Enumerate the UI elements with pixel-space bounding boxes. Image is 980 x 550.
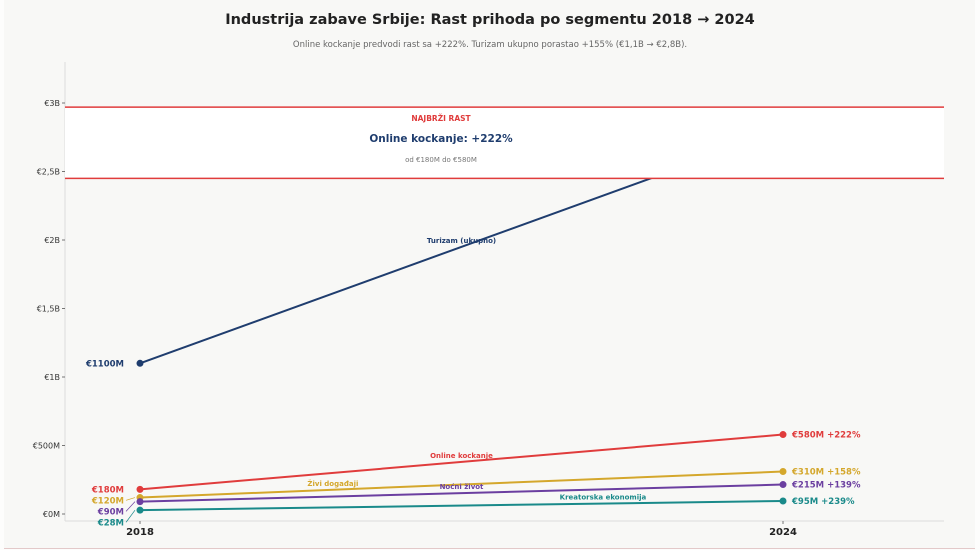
start-value-label-kreatorska-ekonomija: €28M (97, 518, 124, 528)
y-tick-label: €2B (44, 236, 60, 245)
start-label-leader-nocni-zivot (125, 501, 136, 512)
y-tick-label: €1B (44, 373, 60, 382)
data-point-kreatorska-ekonomija-2018 (136, 506, 144, 514)
data-point-nocni-zivot-2018 (136, 498, 144, 506)
chart-subtitle: Online kockanje predvodi rast sa +222%. … (292, 40, 688, 50)
series-line-nocni-zivot (139, 483, 784, 503)
series-name-label-turizam-ukupno: Turizam (ukupno) (427, 237, 496, 245)
data-point-turizam-ukupno-2018 (136, 359, 144, 367)
series-name-label-online-kockanje: Online kockanje (430, 452, 493, 460)
y-tick-label: €2,5B (37, 168, 60, 177)
end-value-label-zivi-doga-aji: €310M +158% (791, 468, 861, 478)
y-tick-label: €3B (44, 99, 60, 108)
series-name-label-nocni-zivot: Noćni život (440, 483, 484, 491)
start-value-label-turizam-ukupno: €1100M (85, 359, 124, 369)
start-value-label-zivi-doga-aji: €120M (91, 496, 124, 506)
chart-title: Industrija zabave Srbije: Rast prihoda p… (225, 12, 755, 28)
series-name-label-zivi-doga-aji: Živi događaji (307, 479, 358, 488)
series-line-online-kockanje (139, 433, 784, 491)
end-value-label-kreatorska-ekonomija: €95M +239% (791, 497, 855, 507)
end-value-label-online-kockanje: €580M +222% (791, 431, 861, 441)
data-point-zivi-doga-aji-2024 (779, 468, 787, 476)
start-label-leader-kreatorska-ekonomija (125, 509, 136, 523)
annotation-kicker: NAJBRŽI RAST (411, 114, 471, 123)
data-point-online-kockanje-2024 (779, 431, 787, 439)
series-line-zivi-doga-aji (139, 470, 784, 499)
y-tick-label: €1,5B (37, 305, 60, 314)
data-point-kreatorska-ekonomija-2024 (779, 497, 787, 505)
x-tick-label: 2018 (126, 527, 154, 538)
end-value-label-nocni-zivot: €215M +139% (791, 481, 861, 491)
start-value-label-online-kockanje: €180M (91, 485, 124, 495)
series-line-kreatorska-ekonomija (139, 499, 784, 512)
x-tick-label: 2024 (769, 527, 797, 538)
start-value-label-nocni-zivot: €90M (97, 507, 124, 517)
annotation-headline: Online kockanje: +222% (369, 133, 513, 145)
data-point-online-kockanje-2018 (136, 485, 144, 493)
chart-panel (4, 0, 975, 549)
y-tick-label: €0M (43, 510, 60, 519)
annotation-detail: od €180M do €580M (405, 156, 477, 164)
start-label-leader-zivi-doga-aji (125, 497, 136, 501)
series-name-label-kreatorska-ekonomija: Kreatorska ekonomija (560, 494, 647, 502)
data-point-nocni-zivot-2024 (779, 481, 787, 489)
y-tick-label: €500M (33, 442, 60, 451)
annotation-box (65, 107, 944, 179)
